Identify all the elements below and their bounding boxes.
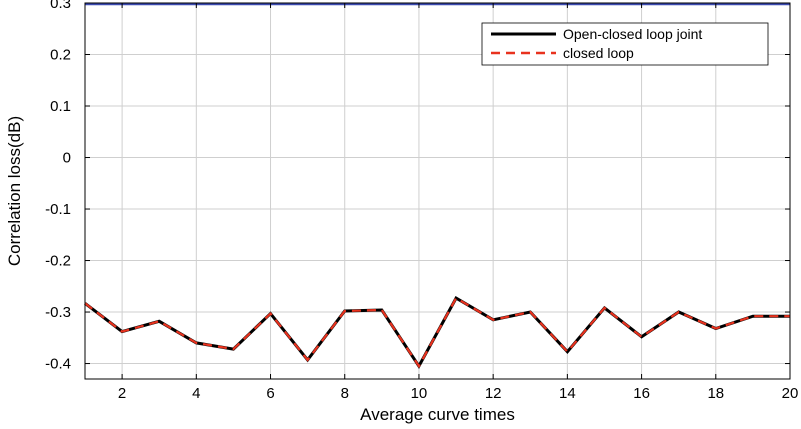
x-tick-label: 6 bbox=[266, 385, 274, 402]
series-layer bbox=[84, 296, 790, 370]
y-tick-label: 0.3 bbox=[50, 0, 71, 12]
plot-area bbox=[84, 2, 791, 380]
x-tick-label: 4 bbox=[192, 385, 200, 402]
y-tick-label: -0.4 bbox=[45, 356, 71, 373]
x-tick-label: 8 bbox=[341, 385, 349, 402]
legend-box bbox=[481, 22, 769, 66]
tick-labels: 2 4 6 8 10 12 14 16 18 20 0.3 0.2 0.1 0 -0.1 -0.2 -0.3 -0… bbox=[45, 0, 798, 402]
x-tick-label: 18 bbox=[707, 385, 724, 402]
x-tick-label: 16 bbox=[633, 385, 650, 402]
series-line-closed-loop bbox=[84, 296, 790, 369]
legend-label-open-closed-loop-joint: Open-closed loop joint bbox=[563, 26, 702, 42]
y-tick-label: 0 bbox=[63, 150, 71, 167]
y-tick-label: -0.1 bbox=[45, 201, 71, 218]
legend-label-closed-loop: closed loop bbox=[563, 45, 634, 61]
x-axis-label: Average curve times bbox=[360, 405, 515, 424]
x-tick-label: 20 bbox=[782, 385, 799, 402]
y-tick-label: 0.2 bbox=[50, 47, 71, 64]
y-tick-label: -0.2 bbox=[45, 253, 71, 270]
y-axis-label: Correlation loss(dB) bbox=[5, 116, 24, 266]
y-tick-label: -0.3 bbox=[45, 304, 71, 321]
x-tick-label: 12 bbox=[485, 385, 502, 402]
x-tick-label: 14 bbox=[559, 385, 576, 402]
plot-frame bbox=[84, 2, 791, 380]
x-tick-label: 2 bbox=[118, 385, 126, 402]
x-tick-label: 10 bbox=[411, 385, 428, 402]
ticks bbox=[85, 2, 791, 379]
y-tick-label: 0.1 bbox=[50, 98, 71, 115]
legend: Open-closed loop joint closed loop bbox=[481, 22, 769, 66]
